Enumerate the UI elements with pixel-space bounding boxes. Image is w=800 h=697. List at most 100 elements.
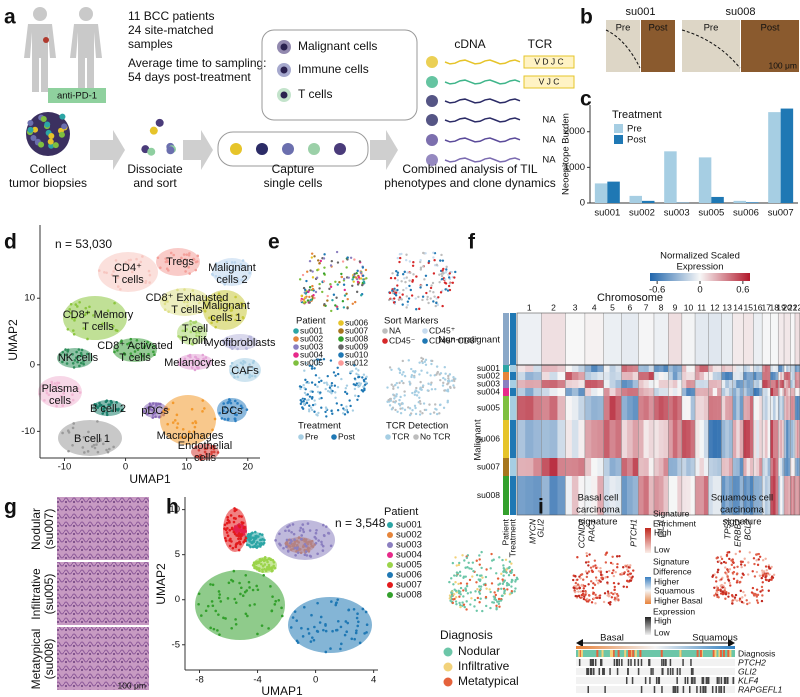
patient-label: su008 <box>477 490 500 500</box>
umap-point <box>462 595 465 598</box>
cell-cluster <box>163 302 167 306</box>
expression-tick <box>718 686 720 693</box>
person-body <box>70 24 102 92</box>
legend-label: su012 <box>345 357 368 367</box>
cell-cluster <box>197 301 201 305</box>
cell-cluster <box>76 387 80 391</box>
row-label: Diagnosis <box>738 648 775 658</box>
cell-cluster <box>230 406 234 409</box>
heat-cell <box>578 380 586 388</box>
heat-cell <box>746 388 751 396</box>
umap-point <box>766 572 769 575</box>
heat-cell <box>672 476 678 515</box>
heat-cell <box>749 420 754 458</box>
umap-point <box>230 526 234 530</box>
expression-tick <box>703 686 705 693</box>
legend-dot <box>382 338 388 344</box>
heat-cell <box>762 388 766 396</box>
cohort-text: 11 BCC patients <box>128 9 215 23</box>
heat-cell <box>609 372 616 380</box>
umap-point <box>423 360 427 363</box>
legend-label: su010 <box>345 349 368 359</box>
umap-point <box>577 594 581 598</box>
umap-point <box>329 544 333 548</box>
legend-dot <box>387 592 393 598</box>
expression-tick <box>690 659 692 666</box>
umap-point <box>711 574 715 577</box>
umap-point <box>239 542 242 546</box>
cell-cluster <box>72 422 76 425</box>
umap-point <box>478 601 481 604</box>
cell-cluster <box>66 348 70 352</box>
cell-cluster <box>204 356 208 359</box>
cell-cluster <box>114 259 118 262</box>
heat-cell <box>621 380 628 388</box>
heat-cell <box>782 388 785 396</box>
umap-point <box>243 526 246 529</box>
umap-point <box>329 388 333 391</box>
cluster-label: cells 2 <box>216 274 247 286</box>
heat-cell <box>753 380 757 388</box>
cell-cluster <box>250 339 254 342</box>
umap-point <box>334 601 338 605</box>
umap-point <box>733 566 736 569</box>
umap-point <box>735 581 739 584</box>
umap-point <box>356 624 360 628</box>
umap-point <box>302 400 305 403</box>
cell-cluster <box>175 426 179 429</box>
umap-point <box>239 537 243 541</box>
umap-point <box>740 565 743 569</box>
cell-cluster <box>79 351 83 355</box>
umap-point <box>401 273 405 276</box>
umap-point <box>317 358 320 361</box>
umap-point <box>365 631 368 634</box>
cell-cluster <box>105 411 109 414</box>
umap-point <box>308 395 312 398</box>
heat-cell <box>578 476 586 515</box>
cell-cluster <box>160 395 216 445</box>
histology-label: Metatypical <box>29 629 43 690</box>
cell-cluster <box>148 273 152 277</box>
umap-point <box>330 259 334 263</box>
umap-point <box>459 586 463 590</box>
expression-tick <box>715 686 717 693</box>
umap-point <box>419 266 423 269</box>
heat-cell <box>788 365 791 372</box>
bar <box>642 200 655 203</box>
umap-point <box>305 544 308 548</box>
umap-point <box>419 410 422 413</box>
umap-point <box>258 567 261 570</box>
cell-cluster <box>253 374 257 378</box>
heat-cell <box>681 396 687 420</box>
heat-cell <box>739 458 744 476</box>
x-tick-label: 20 <box>242 462 253 473</box>
heat-cell <box>658 388 664 396</box>
umap-point <box>365 375 368 379</box>
expression-tick <box>602 668 604 675</box>
heat-cell <box>798 388 800 396</box>
umap-point <box>256 632 259 636</box>
diagnosis-bar <box>596 650 599 657</box>
legend-dot <box>293 336 299 342</box>
umap-point <box>260 562 263 566</box>
cluster-label: Malignant <box>202 300 250 312</box>
heat-cell <box>615 388 622 396</box>
umap-point <box>408 279 411 282</box>
umap-point <box>321 290 324 294</box>
expression-tick <box>630 659 632 666</box>
umap-point <box>602 600 606 604</box>
heat-cell <box>721 313 733 365</box>
legend-dot <box>422 328 428 334</box>
heat-cell <box>759 396 763 420</box>
heat-cell <box>793 372 796 380</box>
heat-cell <box>648 396 655 420</box>
heat-cell <box>663 380 669 388</box>
expression-tick <box>720 686 722 693</box>
legend-dot <box>387 522 393 528</box>
legend-title: Signature <box>653 508 690 518</box>
heat-cell <box>621 365 628 372</box>
cell-cluster <box>56 381 59 385</box>
expression-tick <box>692 668 694 675</box>
heat-cell <box>736 420 741 458</box>
umap-point <box>428 403 431 406</box>
